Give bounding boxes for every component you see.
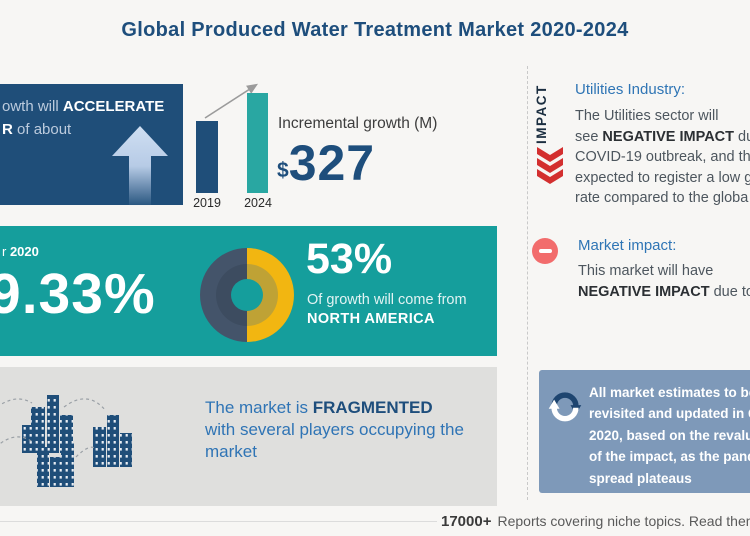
accelerate-line-2: R of about — [2, 121, 72, 138]
fragmented-panel: The market is FRAGMENTED with several pl… — [0, 367, 497, 506]
bar-2024 — [247, 93, 268, 193]
impact-chevrons-icon — [537, 147, 563, 184]
update-note-panel: All market estimates to be revisited and… — [539, 370, 750, 493]
fragmented-line-3: market — [205, 442, 257, 461]
accelerate-line-1: owth will ACCELERATE — [2, 98, 165, 115]
growth-panel: r 2020 9.33% 53% Of growth will come fro… — [0, 226, 497, 356]
growth-rate-value: 9.33% — [0, 262, 156, 326]
share-value: 53% — [306, 235, 393, 283]
year-note: r 2020 — [2, 244, 39, 259]
update-note-text: All market estimates to be revisited and… — [589, 385, 750, 486]
donut-chart — [200, 248, 294, 342]
bar-label-2024: 2024 — [244, 196, 272, 210]
fragmented-line-1: The market is FRAGMENTED — [205, 398, 433, 417]
up-arrow-icon — [112, 126, 168, 206]
market-impact-heading: Market impact: — [578, 237, 677, 254]
reports-count: 17000+ — [441, 512, 492, 530]
currency-symbol: $ — [277, 159, 289, 182]
fragmented-text: The market is FRAGMENTED with several pl… — [205, 397, 464, 463]
incremental-growth-value: $327 — [277, 135, 376, 191]
fragmented-line-2: with several players occupying the — [205, 420, 464, 439]
panel-divider — [527, 66, 528, 500]
minus-circle-icon — [532, 238, 558, 264]
market-impact-paragraph: This market will have NEGATIVE IMPACT du… — [578, 263, 750, 300]
footer: 17000+ Reports covering niche topics. Re… — [441, 512, 750, 530]
trend-arrow-icon — [204, 83, 259, 119]
utilities-heading: Utilities Industry: — [575, 81, 686, 98]
accelerate-panel: owth will ACCELERATE R of about — [0, 84, 183, 206]
impact-vertical-label: IMPACT — [534, 84, 549, 144]
buildings-icon — [0, 395, 132, 487]
bar-label-2019: 2019 — [193, 196, 221, 210]
footer-text: Reports covering niche topics. Read them… — [497, 513, 750, 529]
refresh-icon — [548, 392, 582, 422]
bar-2019 — [196, 121, 218, 193]
incremental-growth-label: Incremental growth (M) — [278, 115, 438, 132]
page-title: Global Produced Water Treatment Market 2… — [121, 19, 629, 41]
utilities-paragraph: The Utilities sector will see NEGATIVE I… — [575, 108, 750, 206]
footer-divider — [0, 521, 437, 522]
share-region: NORTH AMERICA — [307, 311, 435, 327]
share-caption: Of growth will come from — [307, 292, 467, 308]
